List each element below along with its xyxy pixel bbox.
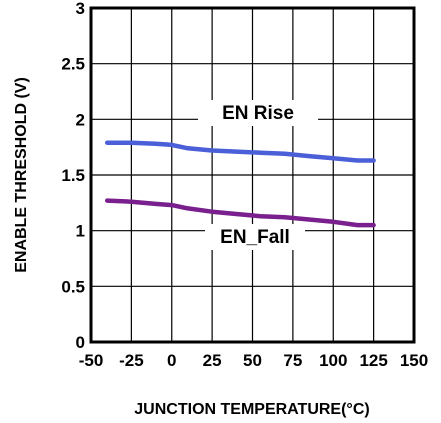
- y-tick-label: 2: [76, 110, 85, 129]
- x-tick-label: 150: [400, 351, 428, 370]
- x-tick-label: 125: [359, 351, 387, 370]
- x-tick-label: 75: [283, 351, 302, 370]
- x-tick-label: 0: [167, 351, 176, 370]
- grid-lines: [90, 7, 415, 343]
- series-lines: [104, 140, 376, 228]
- y-tick-label: 1: [76, 222, 85, 241]
- y-tick-label: 0: [76, 333, 85, 352]
- y-tick-labels: 0 0.5 1 1.5 2 2.5 3: [61, 0, 85, 352]
- y-tick-label: 2.5: [61, 55, 85, 74]
- plot-frame: [89, 6, 416, 344]
- y-tick-label: 1.5: [61, 166, 85, 185]
- x-tick-label: 50: [243, 351, 262, 370]
- series-line-en-fall: [104, 198, 376, 228]
- series-label: EN Rise: [222, 103, 294, 124]
- x-tick-label: 25: [203, 351, 222, 370]
- series-labels: EN Rise EN_Fall: [198, 100, 318, 250]
- x-tick-label: -25: [119, 351, 144, 370]
- series-line-en-rise: [104, 140, 376, 163]
- y-tick-label: 0.5: [61, 277, 85, 296]
- series-label-bg: [198, 100, 318, 126]
- x-tick-labels: -50 -25 0 25 50 75 100 125 150: [79, 351, 428, 370]
- x-tick-label: 100: [319, 351, 347, 370]
- y-axis-label: ENABLE THRESHOLD (V): [13, 77, 30, 273]
- series-label-bg: [205, 224, 305, 250]
- x-axis-label: JUNCTION TEMPERATURE(°C): [134, 401, 369, 418]
- y-tick-label: 3: [76, 0, 85, 18]
- x-tick-label: -50: [79, 351, 104, 370]
- series-label: EN_Fall: [220, 227, 290, 248]
